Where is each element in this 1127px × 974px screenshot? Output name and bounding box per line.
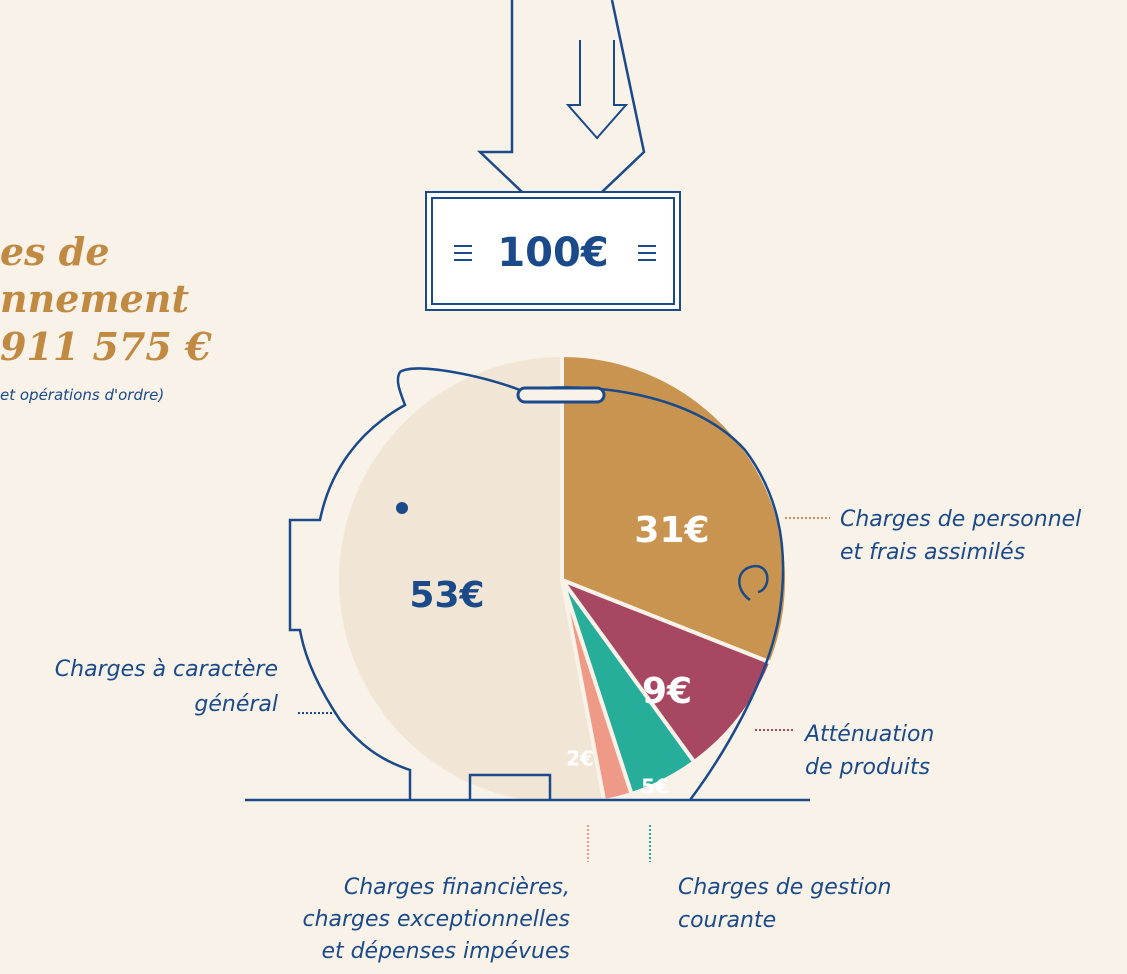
category-label: Charges de personnel (840, 507, 1081, 532)
category-label: et dépenses impévues (321, 939, 570, 964)
arrow-small (568, 40, 626, 138)
category-label: Charges à caractère (55, 657, 278, 682)
value-label: 31€ (634, 510, 709, 551)
category-label: général (194, 692, 278, 717)
category-label: Charges de gestion (678, 875, 891, 900)
title-line: nnement (0, 276, 189, 321)
category-label: Atténuation (803, 722, 934, 747)
category-label: et frais assimilés (840, 540, 1025, 565)
value-label: 5€ (641, 775, 669, 799)
title-line: es de (0, 229, 110, 274)
banknote-value: 100€ (497, 230, 608, 276)
value-label: 2€ (566, 747, 594, 771)
category-label: courante (678, 908, 776, 933)
pig-eye (396, 502, 408, 514)
pie (337, 355, 787, 805)
title-line: 911 575 € (0, 324, 212, 369)
chart: 100€ es de nnement 911 575 € et opératio… (0, 0, 1127, 974)
category-label: de produits (805, 755, 930, 780)
value-label: 53€ (409, 575, 484, 616)
subtitle: et opérations d'ordre) (0, 386, 164, 404)
value-label: 9€ (642, 671, 692, 712)
category-label: charges exceptionnelles (302, 907, 570, 932)
category-label: Charges financières, (344, 875, 570, 900)
coin-slot (518, 388, 604, 402)
